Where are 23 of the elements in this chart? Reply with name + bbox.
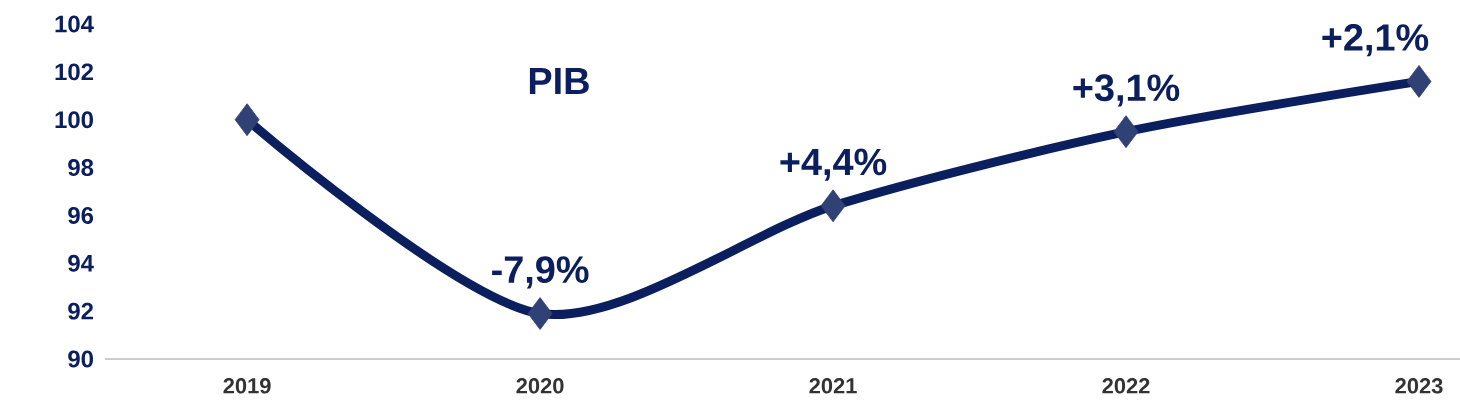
x-tick-label: 2021: [809, 378, 857, 394]
x-tick-label: 2023: [1395, 378, 1443, 394]
annotation: -7,9%: [492, 256, 589, 289]
x-tick-label: 2020: [516, 378, 564, 394]
point: [820, 189, 846, 223]
y-tick-label: 90: [68, 350, 93, 368]
y-tick-label: 94: [68, 254, 94, 272]
y-tick-label: 100: [55, 111, 93, 129]
y-tick-label: 98: [68, 159, 94, 177]
x-tick-label: 2019: [223, 378, 271, 394]
annotation: +3,1%: [1073, 74, 1180, 107]
annotation: +4,4%: [780, 148, 887, 181]
y-tick-label: 96: [68, 206, 94, 224]
text: PIB: [529, 67, 589, 94]
point: [1406, 65, 1432, 98]
x-tick-label: 2022: [1102, 378, 1150, 394]
annotation: +2,1%: [1322, 24, 1429, 57]
y-tick-label: 92: [68, 302, 93, 320]
point: [1113, 115, 1139, 149]
y-tick-label: 104: [55, 15, 94, 33]
y-tick-label: 102: [55, 63, 93, 81]
point: [234, 103, 260, 137]
point: [527, 297, 553, 330]
